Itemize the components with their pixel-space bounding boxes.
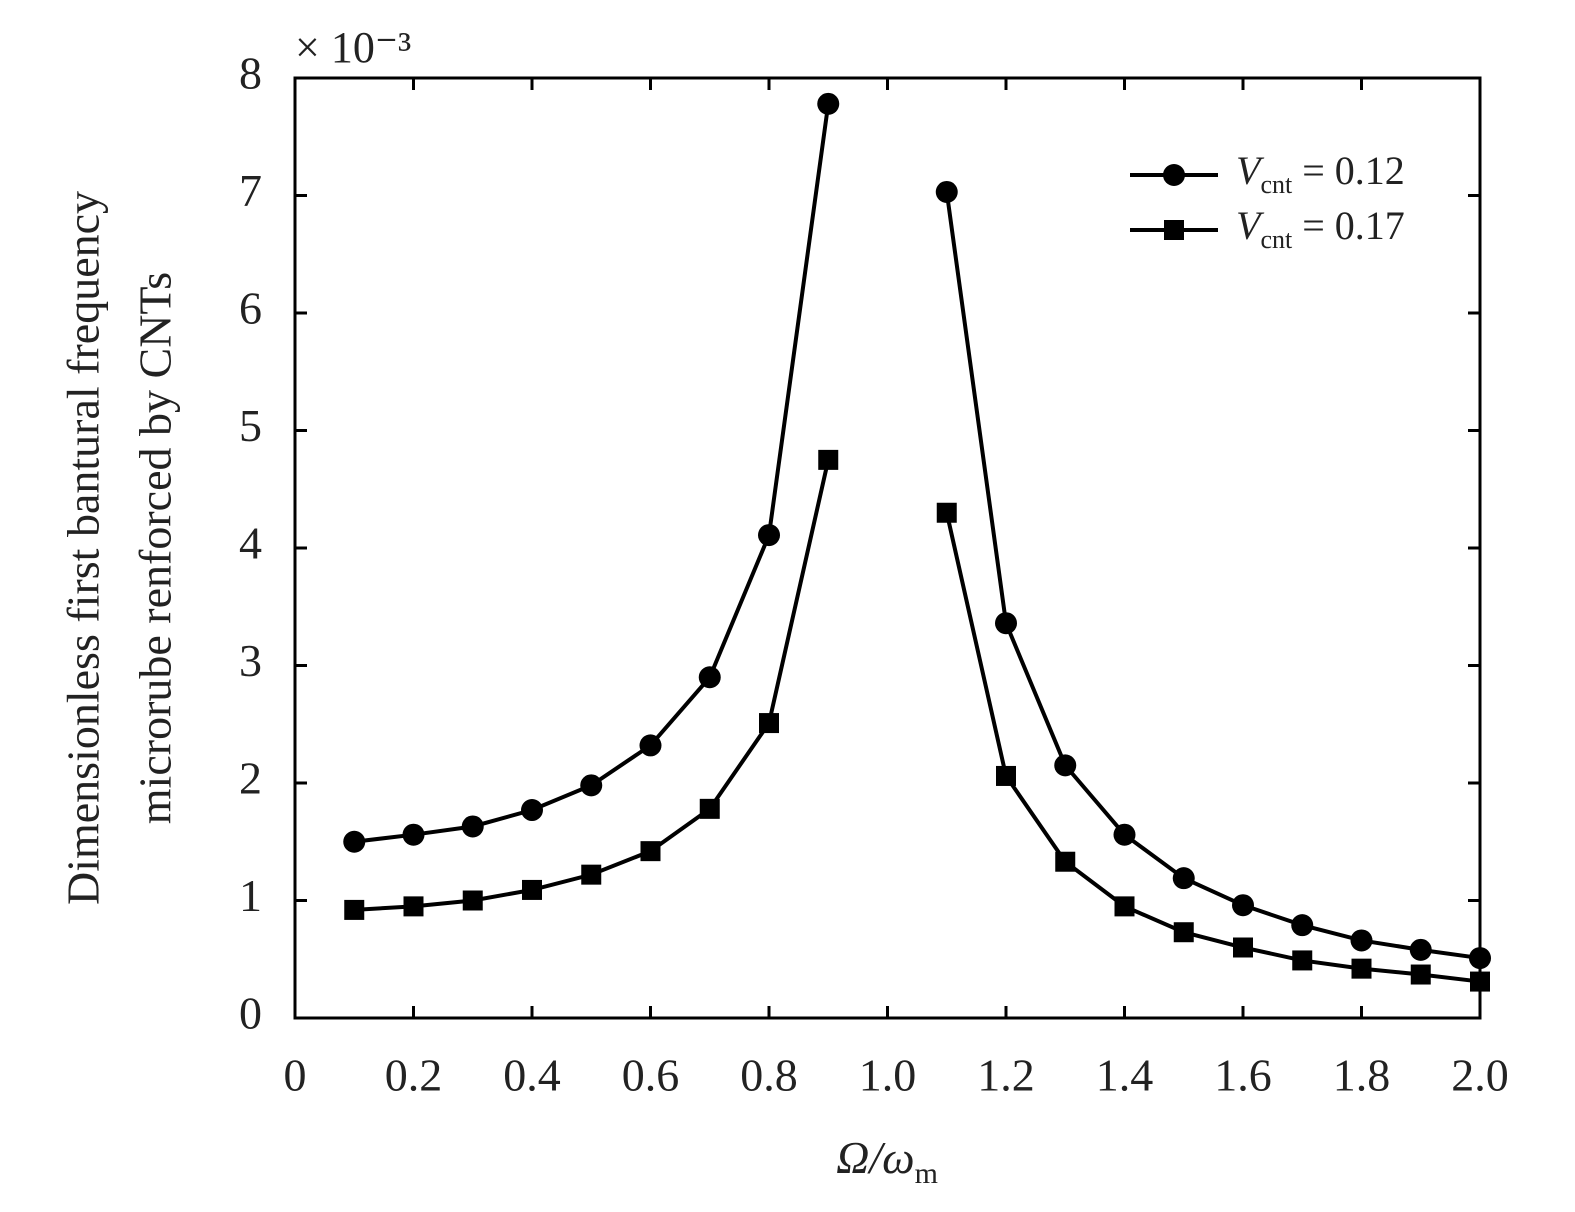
marker [462, 890, 483, 911]
legend-label: Vcnt = 0.17 [1236, 203, 1405, 254]
marker [818, 449, 839, 470]
y-tick-label: 6 [239, 283, 262, 334]
marker [698, 666, 721, 689]
legend-sub: cnt [1260, 225, 1293, 254]
x-tick-label: 0.8 [740, 1050, 798, 1101]
marker [343, 830, 366, 853]
marker [402, 823, 425, 846]
x-tick-label: 1.0 [859, 1050, 917, 1101]
marker [996, 765, 1016, 786]
x-tick-label: 0.2 [385, 1050, 443, 1101]
x-tick-label: 0.4 [503, 1050, 561, 1101]
legend-symbol: V [1236, 148, 1265, 193]
y-tick-label: 4 [239, 518, 262, 569]
x-axis-label-sub: m [915, 1157, 938, 1190]
marker [1233, 937, 1253, 958]
marker [759, 713, 779, 734]
x-tick-label: 1.4 [1096, 1050, 1154, 1101]
marker [403, 896, 424, 917]
marker [1114, 896, 1135, 917]
marker [521, 799, 543, 822]
y-tick-label: 1 [239, 870, 262, 921]
marker [1054, 754, 1077, 777]
marker [1410, 964, 1431, 985]
marker [1113, 823, 1136, 846]
legend-sub: cnt [1260, 170, 1293, 199]
series-line [354, 459, 1481, 984]
y-tick-label: 2 [239, 753, 262, 804]
marker [1350, 929, 1373, 952]
marker [1292, 950, 1313, 971]
marker [1409, 938, 1432, 961]
x-axis-label-main: Ω/ω [836, 1132, 915, 1183]
marker [522, 879, 542, 900]
x-axis-label: Ω/ωm [836, 1132, 938, 1190]
marker [640, 841, 661, 862]
marker [817, 92, 840, 115]
marker [1173, 922, 1194, 943]
y-tick-label: 0 [239, 988, 262, 1039]
marker [935, 180, 958, 203]
legend-text: = 0.17 [1302, 203, 1405, 248]
marker [1469, 947, 1491, 970]
marker [1470, 971, 1490, 992]
marker [580, 774, 603, 797]
marker [639, 734, 662, 757]
legend-symbol: V [1236, 203, 1265, 248]
y-tick-label: 3 [239, 635, 262, 686]
marker [1172, 867, 1195, 890]
legend-marker [1163, 164, 1185, 186]
x-tick-label: 2.0 [1451, 1050, 1509, 1101]
marker [995, 612, 1017, 635]
x-tick-label: 1.2 [977, 1050, 1035, 1101]
marker [1055, 851, 1076, 872]
marker [936, 502, 957, 523]
marker [461, 815, 484, 838]
marker [1291, 914, 1314, 937]
legend-marker [1164, 220, 1184, 240]
y-tick-label: 7 [239, 165, 262, 216]
x-tick-label: 0 [284, 1050, 307, 1101]
marker [581, 864, 602, 885]
y-axis-label: microrube renforced by CNTs [130, 272, 181, 824]
marker [1232, 894, 1254, 917]
marker [699, 798, 720, 819]
y-tick-label: 8 [239, 48, 262, 99]
y-axis-label: Dimensionless first bantural frequency [58, 191, 109, 905]
x-tick-label: 0.6 [622, 1050, 680, 1101]
y-tick-label: 5 [239, 400, 262, 451]
x-tick-label: 1.6 [1214, 1050, 1272, 1101]
marker [1351, 958, 1372, 979]
marker [344, 899, 365, 920]
marker [758, 524, 780, 547]
legend-text: = 0.12 [1302, 148, 1405, 193]
axis-multiplier: × 10⁻³ [295, 23, 411, 72]
legend-label: Vcnt = 0.12 [1236, 148, 1405, 199]
x-tick-label: 1.8 [1333, 1050, 1391, 1101]
